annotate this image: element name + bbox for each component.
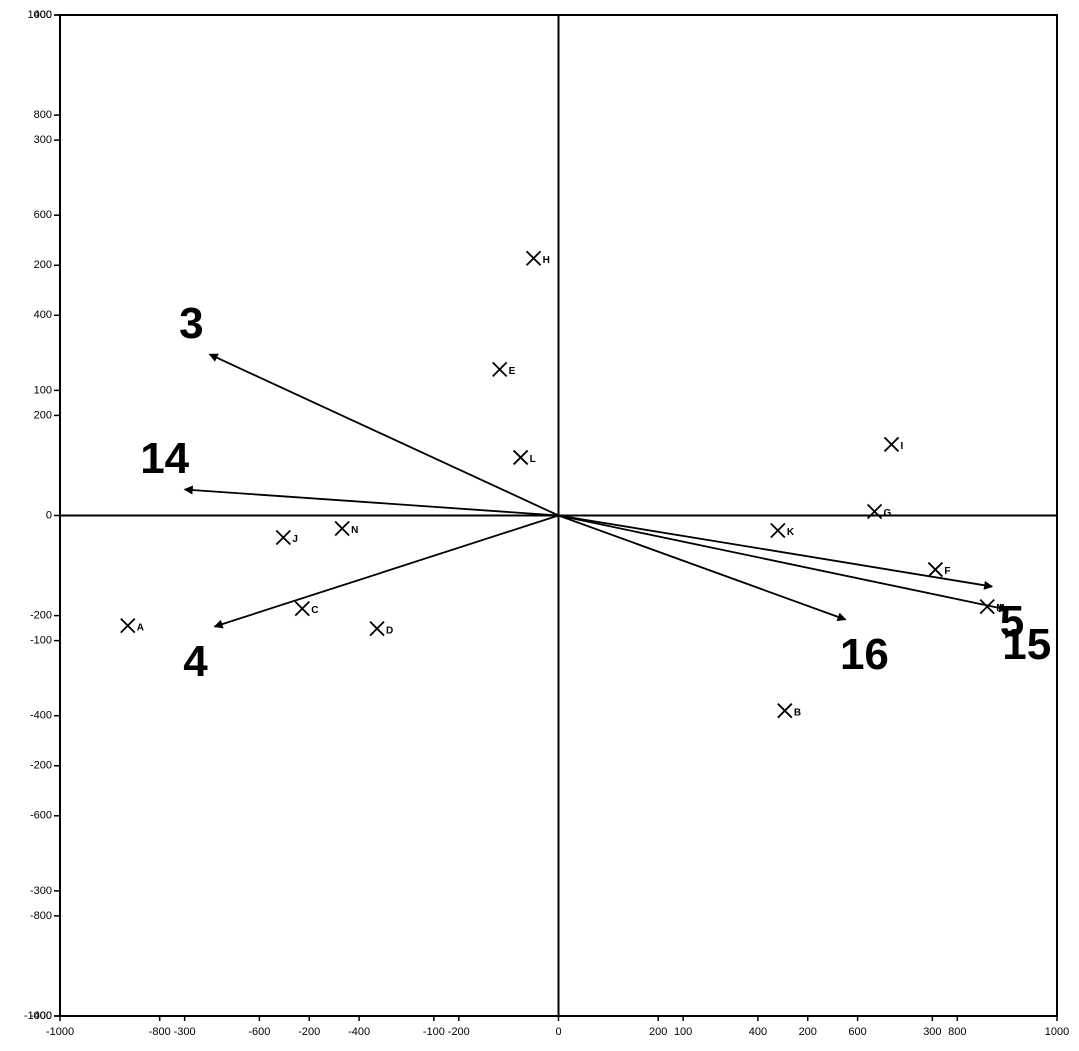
y2-tick-label: -100 (30, 635, 52, 647)
point-marker (334, 520, 350, 537)
point-label: L (530, 454, 536, 465)
x-tick-label: 200 (649, 1026, 667, 1038)
y2-tick-label: 400 (34, 9, 52, 21)
point-label: E (509, 366, 516, 377)
point-marker (883, 436, 900, 453)
y2-tick-label: -300 (30, 885, 52, 897)
point-marker (777, 703, 793, 719)
vector-label: 15 (1002, 620, 1051, 669)
point-marker (275, 529, 291, 546)
x-tick-label: 0 (555, 1026, 561, 1038)
y-tick-label: -200 (30, 610, 52, 622)
y-tick-label: 1000 (28, 9, 52, 21)
point-marker (120, 617, 136, 634)
point-label: C (311, 605, 318, 616)
vector-label: 16 (840, 630, 889, 679)
point-marker (927, 561, 944, 578)
x2-tick-label: -200 (298, 1026, 320, 1038)
point-marker (294, 600, 310, 617)
point-label: B (794, 707, 801, 718)
point-marker (770, 522, 786, 539)
vector-arrow (183, 485, 559, 517)
x2-tick-label: 200 (799, 1026, 817, 1038)
point-label: N (351, 525, 358, 536)
point-marker (369, 620, 385, 637)
point-marker (866, 503, 883, 520)
y-tick-label: -1000 (24, 1010, 52, 1022)
x-tick-label: 600 (848, 1026, 866, 1038)
y-tick-label: -600 (30, 810, 52, 822)
x-tick-label: -400 (348, 1026, 370, 1038)
point-label: J (292, 534, 298, 545)
point-marker (525, 250, 542, 266)
point-marker (979, 598, 995, 615)
point-marker (492, 361, 508, 377)
point-label: F (944, 566, 950, 577)
y-tick-label: 400 (34, 309, 52, 321)
point-label: I (900, 441, 903, 452)
x-tick-label: 800 (948, 1026, 966, 1038)
x-tick-label: -1000 (46, 1026, 74, 1038)
x-tick-label: -800 (149, 1026, 171, 1038)
x2-tick-label: -300 (174, 1026, 196, 1038)
point-label: K (787, 527, 795, 538)
y-tick-label: 800 (34, 109, 52, 121)
point-label: A (137, 622, 144, 633)
x-tick-label: 1000 (1045, 1026, 1069, 1038)
y-tick-label: 600 (34, 209, 52, 221)
x-tick-label: -600 (248, 1026, 270, 1038)
x2-tick-label: 100 (674, 1026, 692, 1038)
x-tick-label: 400 (749, 1026, 767, 1038)
y2-tick-label: 100 (34, 384, 52, 396)
vector-arrow (558, 514, 994, 590)
vector-arrow (558, 514, 847, 622)
vector-arrow (208, 353, 559, 517)
y-tick-label: 0 (46, 509, 52, 521)
vector-arrow (558, 514, 1009, 613)
y2-tick-label: -400 (30, 1010, 52, 1022)
y-tick-label: -400 (30, 710, 52, 722)
vector-label: 14 (140, 434, 189, 483)
vector-label: 3 (179, 299, 203, 348)
y2-tick-label: 300 (34, 134, 52, 146)
y-tick-label: -800 (30, 910, 52, 922)
point-label: G (884, 508, 892, 519)
x2-tick-label: 300 (923, 1026, 941, 1038)
x2-tick-label: -100 (423, 1026, 445, 1038)
y-tick-label: 200 (34, 409, 52, 421)
vector-label: 4 (183, 637, 208, 686)
point-label: D (386, 625, 393, 636)
vector-arrow (213, 514, 559, 629)
x-tick-label: -200 (448, 1026, 470, 1038)
y2-tick-label: -200 (30, 760, 52, 772)
point-marker (512, 449, 529, 466)
point-label: H (543, 255, 550, 266)
y2-tick-label: 200 (34, 259, 52, 271)
